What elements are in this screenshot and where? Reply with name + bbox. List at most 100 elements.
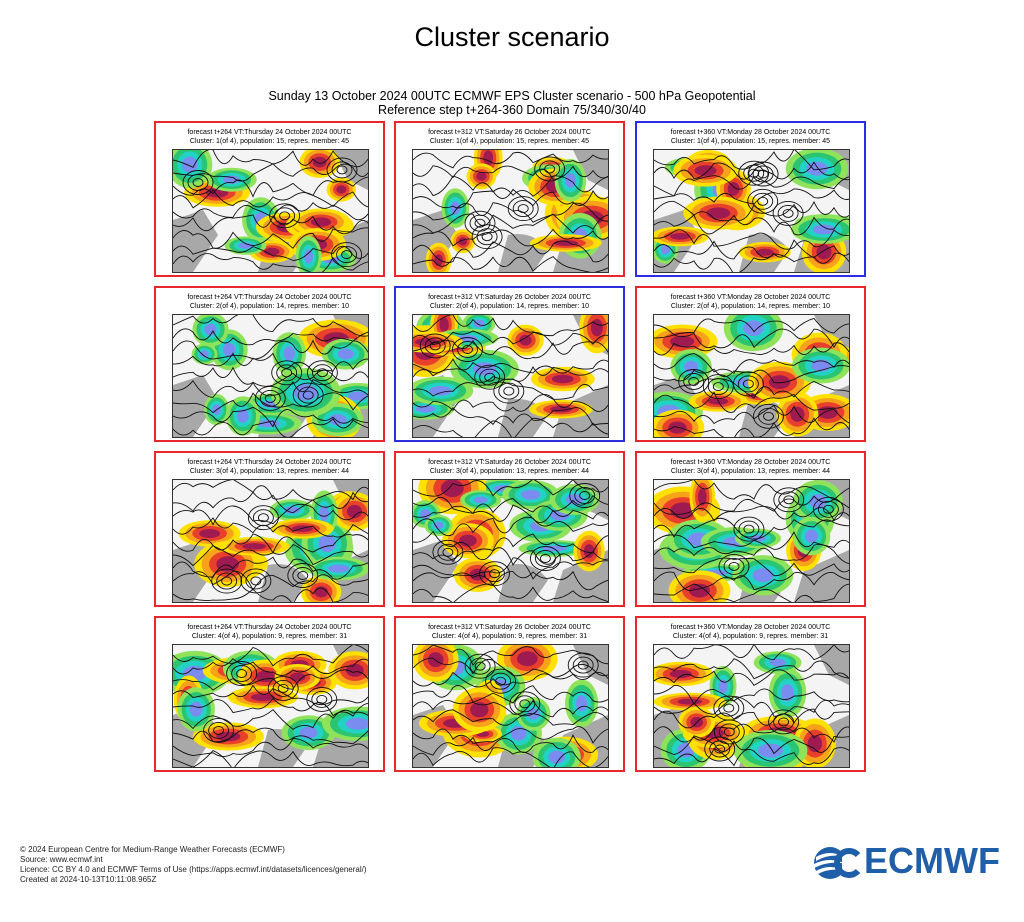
geopotential-contour <box>413 228 608 247</box>
closed-contour <box>783 495 795 505</box>
geopotential-contour <box>413 645 608 666</box>
geopotential-contour <box>413 175 608 197</box>
negative-anomaly-shade <box>189 701 203 717</box>
negative-anomaly-shade <box>521 489 541 500</box>
closed-contour <box>187 174 209 191</box>
positive-anomaly-shade <box>255 670 275 683</box>
geopotential-contour <box>654 583 849 602</box>
closed-contour <box>279 211 291 221</box>
closed-contour <box>763 411 774 421</box>
panel-forecast-label: forecast t+264 VT:Thursday 24 October 20… <box>187 624 352 631</box>
positive-anomaly-shade <box>242 543 267 550</box>
footer-source: Source: www.ecmwf.int <box>20 855 103 864</box>
anomaly-map <box>653 149 850 273</box>
land-area <box>258 564 308 602</box>
geopotential-contour <box>173 570 368 591</box>
positive-anomaly-shade <box>264 247 280 256</box>
closed-contour <box>688 377 700 386</box>
anomaly-map <box>172 479 369 603</box>
geopotential-contour <box>413 504 608 524</box>
negative-anomaly-shade <box>328 564 350 573</box>
negative-anomaly-shade <box>718 679 728 694</box>
panel-caption: forecast t+264 VT:Thursday 24 October 20… <box>156 458 383 476</box>
land-area <box>573 150 608 190</box>
negative-anomaly-shade <box>752 568 774 583</box>
geopotential-contour <box>173 658 368 676</box>
anomaly-map <box>172 644 369 768</box>
closed-contour <box>490 672 512 690</box>
closed-contour <box>326 157 358 183</box>
land-area <box>173 210 218 272</box>
closed-contour <box>452 337 483 362</box>
geopotential-contour <box>654 669 849 686</box>
negative-anomaly-shade <box>223 175 241 184</box>
closed-contour <box>287 563 319 588</box>
geopotential-contour <box>654 735 849 755</box>
closed-contour <box>331 242 363 268</box>
geopotential-contour <box>173 406 368 428</box>
negative-anomaly-shade <box>283 346 295 361</box>
closed-contour <box>267 675 299 701</box>
closed-contour <box>213 725 225 735</box>
land-area <box>814 645 849 685</box>
closed-contour <box>579 491 591 500</box>
geopotential-contour <box>654 544 849 564</box>
geopotential-map-svg <box>173 645 368 767</box>
panel-caption: forecast t+360 VT:Monday 28 October 2024… <box>637 458 864 476</box>
negative-anomaly-shade <box>769 658 786 667</box>
closed-contour <box>712 382 724 392</box>
geopotential-contour <box>654 342 849 356</box>
closed-contour <box>231 665 253 682</box>
geopotential-map-svg <box>654 150 849 272</box>
geopotential-contour <box>173 738 368 757</box>
closed-contour <box>254 385 286 411</box>
geopotential-contour <box>654 480 849 501</box>
positive-anomaly-shade <box>790 406 805 422</box>
closed-contour <box>240 568 272 594</box>
closed-contour <box>503 386 515 396</box>
negative-anomaly-shade <box>420 509 431 519</box>
panel-cluster-label: Cluster: 1(of 4), population: 15, repres… <box>189 138 350 145</box>
panel-forecast-label: forecast t+312 VT:Saturday 26 October 20… <box>428 459 591 466</box>
cluster-panel: forecast t+264 VT:Thursday 24 October 20… <box>154 121 385 277</box>
positive-anomaly-shade <box>427 652 444 668</box>
negative-anomaly-shade <box>757 743 784 758</box>
geopotential-contour <box>654 188 849 205</box>
closed-contour <box>462 345 473 354</box>
closed-contour <box>276 364 298 382</box>
negative-anomaly-shade <box>805 529 818 543</box>
geopotential-contour <box>413 315 608 337</box>
closed-contour <box>474 364 506 390</box>
closed-contour <box>773 487 805 513</box>
geopotential-contour <box>413 381 608 400</box>
negative-anomaly-shade <box>450 201 460 215</box>
positive-anomaly-shade <box>756 248 774 256</box>
geopotential-contour <box>413 671 608 688</box>
closed-contour <box>474 661 486 671</box>
land-area <box>413 210 458 272</box>
cluster-panel: forecast t+264 VT:Thursday 24 October 20… <box>154 616 385 772</box>
geopotential-contour <box>413 358 608 374</box>
footer: © 2024 European Centre for Medium-Range … <box>20 845 367 885</box>
negative-anomaly-shade <box>806 161 828 176</box>
geopotential-contour <box>654 417 849 437</box>
negative-anomaly-shade <box>548 750 565 764</box>
closed-contour <box>311 690 333 708</box>
closed-contour <box>252 509 274 527</box>
geopotential-map-svg <box>413 150 608 272</box>
negative-anomaly-shade <box>299 726 318 739</box>
negative-anomaly-shade <box>238 242 253 249</box>
geopotential-contour <box>173 253 368 272</box>
geopotential-contour <box>654 708 849 729</box>
closed-contour <box>817 500 839 518</box>
geopotential-contour <box>413 339 608 360</box>
footer-licence: Licence: CC BY 4.0 and ECMWF Terms of Us… <box>20 865 367 874</box>
closed-contour <box>336 246 358 264</box>
geopotential-contour <box>413 583 608 602</box>
closed-contour <box>704 736 736 762</box>
panel-cluster-label: Cluster: 3(of 4), population: 13, repres… <box>670 468 831 475</box>
geopotential-contour <box>173 201 368 221</box>
panel-caption: forecast t+360 VT:Monday 28 October 2024… <box>637 128 864 146</box>
closed-contour <box>272 679 294 697</box>
closed-contour <box>529 546 561 571</box>
